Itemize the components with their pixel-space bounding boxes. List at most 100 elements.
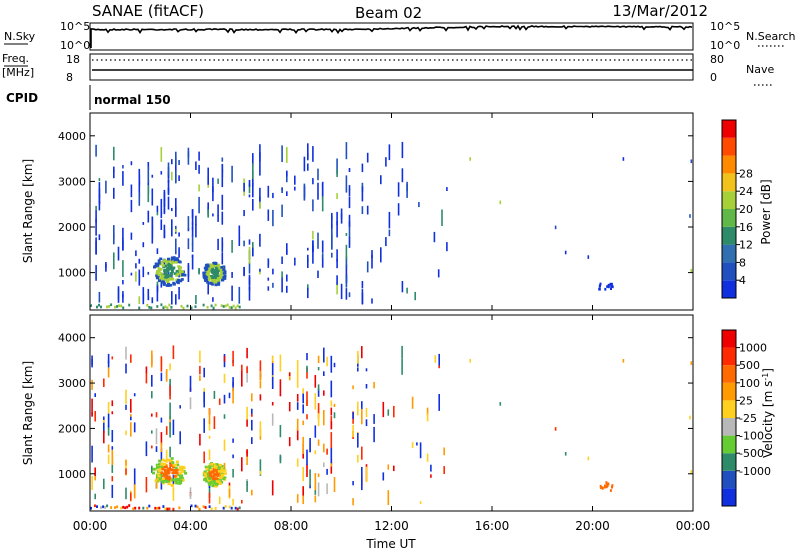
- range-gate-cell: [170, 457, 174, 460]
- range-gate-cell: [607, 482, 610, 486]
- range-gate-cell: [212, 213, 214, 217]
- range-gate-cell: [286, 274, 288, 282]
- range-gate-cell: [147, 185, 150, 203]
- range-gate-cell: [230, 306, 233, 309]
- range-gate-cell: [248, 194, 251, 198]
- range-gate-cell: [165, 426, 168, 435]
- range-gate-cell: [142, 287, 145, 302]
- range-gate-cell: [171, 478, 175, 481]
- range-gate-cell: [326, 483, 328, 495]
- range-gate-cell: [117, 286, 120, 303]
- range-gate-cell: [307, 163, 309, 171]
- range-gate-cell: [182, 306, 185, 310]
- power-y-ticks: 1000 2000 3000 4000: [58, 130, 693, 280]
- range-gate-cell: [554, 225, 557, 230]
- range-gate-cell: [333, 477, 336, 492]
- range-gate-cell: [248, 183, 251, 194]
- range-gate-cell: [182, 466, 186, 470]
- range-gate-cell: [103, 378, 105, 387]
- velocity-colorbar-label: Velocity [m s-1]: [761, 368, 775, 458]
- velocity-ylabel: Slant Range [km]: [21, 361, 35, 465]
- range-gate-cell: [191, 226, 194, 237]
- range-gate-cell: [157, 473, 161, 476]
- range-gate-cell: [272, 209, 274, 227]
- range-gate-cell: [223, 271, 227, 275]
- range-gate-cell: [159, 474, 163, 477]
- range-gate-cell: [147, 271, 150, 275]
- range-gate-cell: [330, 459, 333, 474]
- range-gate-cell: [171, 461, 175, 464]
- range-gate-cell: [105, 180, 107, 194]
- range-gate-cell: [157, 465, 161, 469]
- range-gate-cell: [306, 391, 308, 406]
- range-gate-cell: [130, 161, 133, 166]
- range-gate-cell: [296, 458, 299, 467]
- range-gate-cell: [314, 393, 317, 410]
- range-gate-cell: [302, 486, 304, 496]
- range-gate-cell: [690, 159, 693, 164]
- range-gate-cell: [214, 484, 218, 488]
- range-gate-cell: [388, 229, 391, 237]
- range-gate-cell: [331, 252, 333, 258]
- range-gate-cell: [206, 265, 210, 268]
- range-gate-cell: [157, 261, 161, 265]
- range-gate-cell: [212, 262, 216, 265]
- range-gate-cell: [302, 467, 304, 482]
- range-gate-cell: [330, 447, 333, 465]
- range-gate-cell: [166, 269, 170, 273]
- range-gate-cell: [222, 268, 226, 271]
- range-gate-cell: [279, 379, 282, 397]
- range-gate-cell: [125, 459, 127, 476]
- range-gate-cell: [361, 281, 364, 289]
- range-gate-cell: [103, 416, 105, 434]
- range-gate-cell: [223, 373, 226, 384]
- range-gate-cell: [135, 250, 137, 257]
- range-gate-cell: [160, 442, 163, 452]
- range-gate-cell: [302, 388, 304, 399]
- range-gate-cell: [218, 463, 222, 467]
- range-gate-cell: [151, 188, 154, 206]
- range-gate-cell: [160, 282, 163, 288]
- range-gate-cell: [437, 269, 440, 278]
- range-gate-cell: [222, 276, 226, 280]
- range-gate-cell: [330, 380, 333, 398]
- range-gate-cell: [169, 265, 173, 269]
- range-gate-cell: [177, 473, 181, 477]
- colorbar-segment: [722, 435, 736, 454]
- range-gate-cell: [194, 504, 197, 508]
- range-gate-cell: [125, 459, 127, 466]
- range-gate-cell: [259, 370, 262, 381]
- range-gate-cell: [212, 281, 216, 284]
- range-gate-cell: [147, 288, 150, 301]
- range-gate-cell: [228, 505, 231, 509]
- range-gate-cell: [142, 242, 145, 248]
- range-gate-cell: [95, 237, 97, 255]
- range-gate-cell: [345, 244, 348, 260]
- range-gate-cell: [443, 447, 445, 456]
- range-gate-cell: [401, 281, 404, 293]
- power-colorbar-label: Power [dB]: [759, 179, 773, 244]
- range-gate-cell: [387, 464, 390, 470]
- range-gate-cell: [286, 170, 288, 177]
- range-gate-cell: [238, 506, 241, 510]
- range-gate-cell: [110, 303, 113, 307]
- range-gate-cell: [210, 507, 213, 511]
- range-gate-cell: [207, 167, 209, 185]
- range-gate-cell: [122, 294, 124, 303]
- range-gate-cell: [161, 479, 165, 483]
- range-gate-cell: [281, 271, 283, 278]
- range-gate-cell: [222, 506, 225, 510]
- range-gate-cell: [211, 470, 215, 474]
- noise-panel: N.Sky 10^5 10^0 10^5 10^0 N.Search: [4, 20, 796, 52]
- range-gate-cell: [173, 272, 177, 275]
- range-gate-cell: [195, 224, 197, 238]
- range-gate-cell: [317, 403, 320, 418]
- range-gate-cell: [607, 283, 610, 287]
- power-ylabel: Slant Range [km]: [21, 159, 35, 263]
- range-gate-cell: [220, 475, 224, 479]
- range-gate-cell: [251, 393, 253, 402]
- nave-tick-top: 80: [710, 53, 724, 66]
- range-gate-cell: [212, 186, 214, 202]
- range-gate-cell: [178, 232, 180, 237]
- range-gate-cell: [323, 390, 325, 396]
